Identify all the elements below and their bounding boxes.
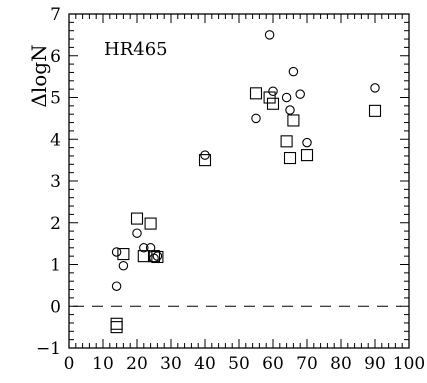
circle-point (288, 66, 299, 77)
square-point (249, 87, 263, 100)
circle-point (285, 105, 295, 115)
x-tick-label: 10 (92, 354, 114, 374)
x-tick-label: 0 (64, 354, 75, 374)
circle-point (268, 86, 278, 96)
x-tick-label: 20 (126, 354, 148, 374)
square-point (117, 248, 130, 261)
annotation-label: HR465 (104, 39, 168, 60)
x-tick-label: 60 (262, 354, 284, 374)
square-point (130, 212, 144, 225)
square-point (300, 149, 314, 162)
y-tick-label: 7 (50, 5, 61, 25)
circle-point (132, 228, 142, 238)
circle-point (251, 113, 261, 124)
y-tick-label: 5 (50, 89, 61, 109)
circle-point (370, 83, 380, 93)
square-point (198, 154, 212, 167)
square-point (263, 91, 276, 104)
square-point (368, 104, 382, 117)
square-point (147, 250, 161, 263)
circle-point (111, 247, 122, 257)
x-tick-label: 50 (228, 354, 250, 374)
y-tick-label: 4 (50, 130, 61, 150)
circle-point (118, 261, 129, 271)
circle-point (139, 243, 149, 253)
circle-point (111, 281, 122, 291)
square-point (287, 114, 300, 127)
circle-point (281, 92, 292, 103)
data-points (110, 30, 382, 334)
square-point (144, 217, 157, 230)
x-tick-label: 40 (194, 354, 216, 374)
circle-point (295, 89, 305, 99)
x-tick-label: 80 (330, 354, 352, 374)
square-point (283, 151, 297, 165)
y-tick-label: 1 (50, 256, 61, 276)
circle-point (264, 30, 275, 40)
y-tick-label: 6 (50, 47, 61, 67)
x-tick-label: 90 (364, 354, 386, 374)
y-axis-label: ΔlogN (27, 44, 51, 107)
square-point (280, 135, 293, 148)
y-tick-label: −1 (36, 339, 61, 359)
circle-point (302, 137, 312, 148)
x-tick-label: 30 (160, 354, 182, 374)
y-tick-label: 3 (50, 172, 61, 192)
x-tick-label: 100 (393, 354, 425, 374)
y-tick-label: 2 (50, 214, 61, 234)
square-point (137, 250, 150, 263)
circle-point (145, 243, 156, 253)
square-point (151, 250, 164, 264)
square-point (266, 97, 280, 110)
x-tick-label: 70 (296, 354, 318, 374)
axes (68, 13, 410, 349)
y-tick-label: 0 (50, 297, 61, 317)
square-point (110, 321, 123, 334)
